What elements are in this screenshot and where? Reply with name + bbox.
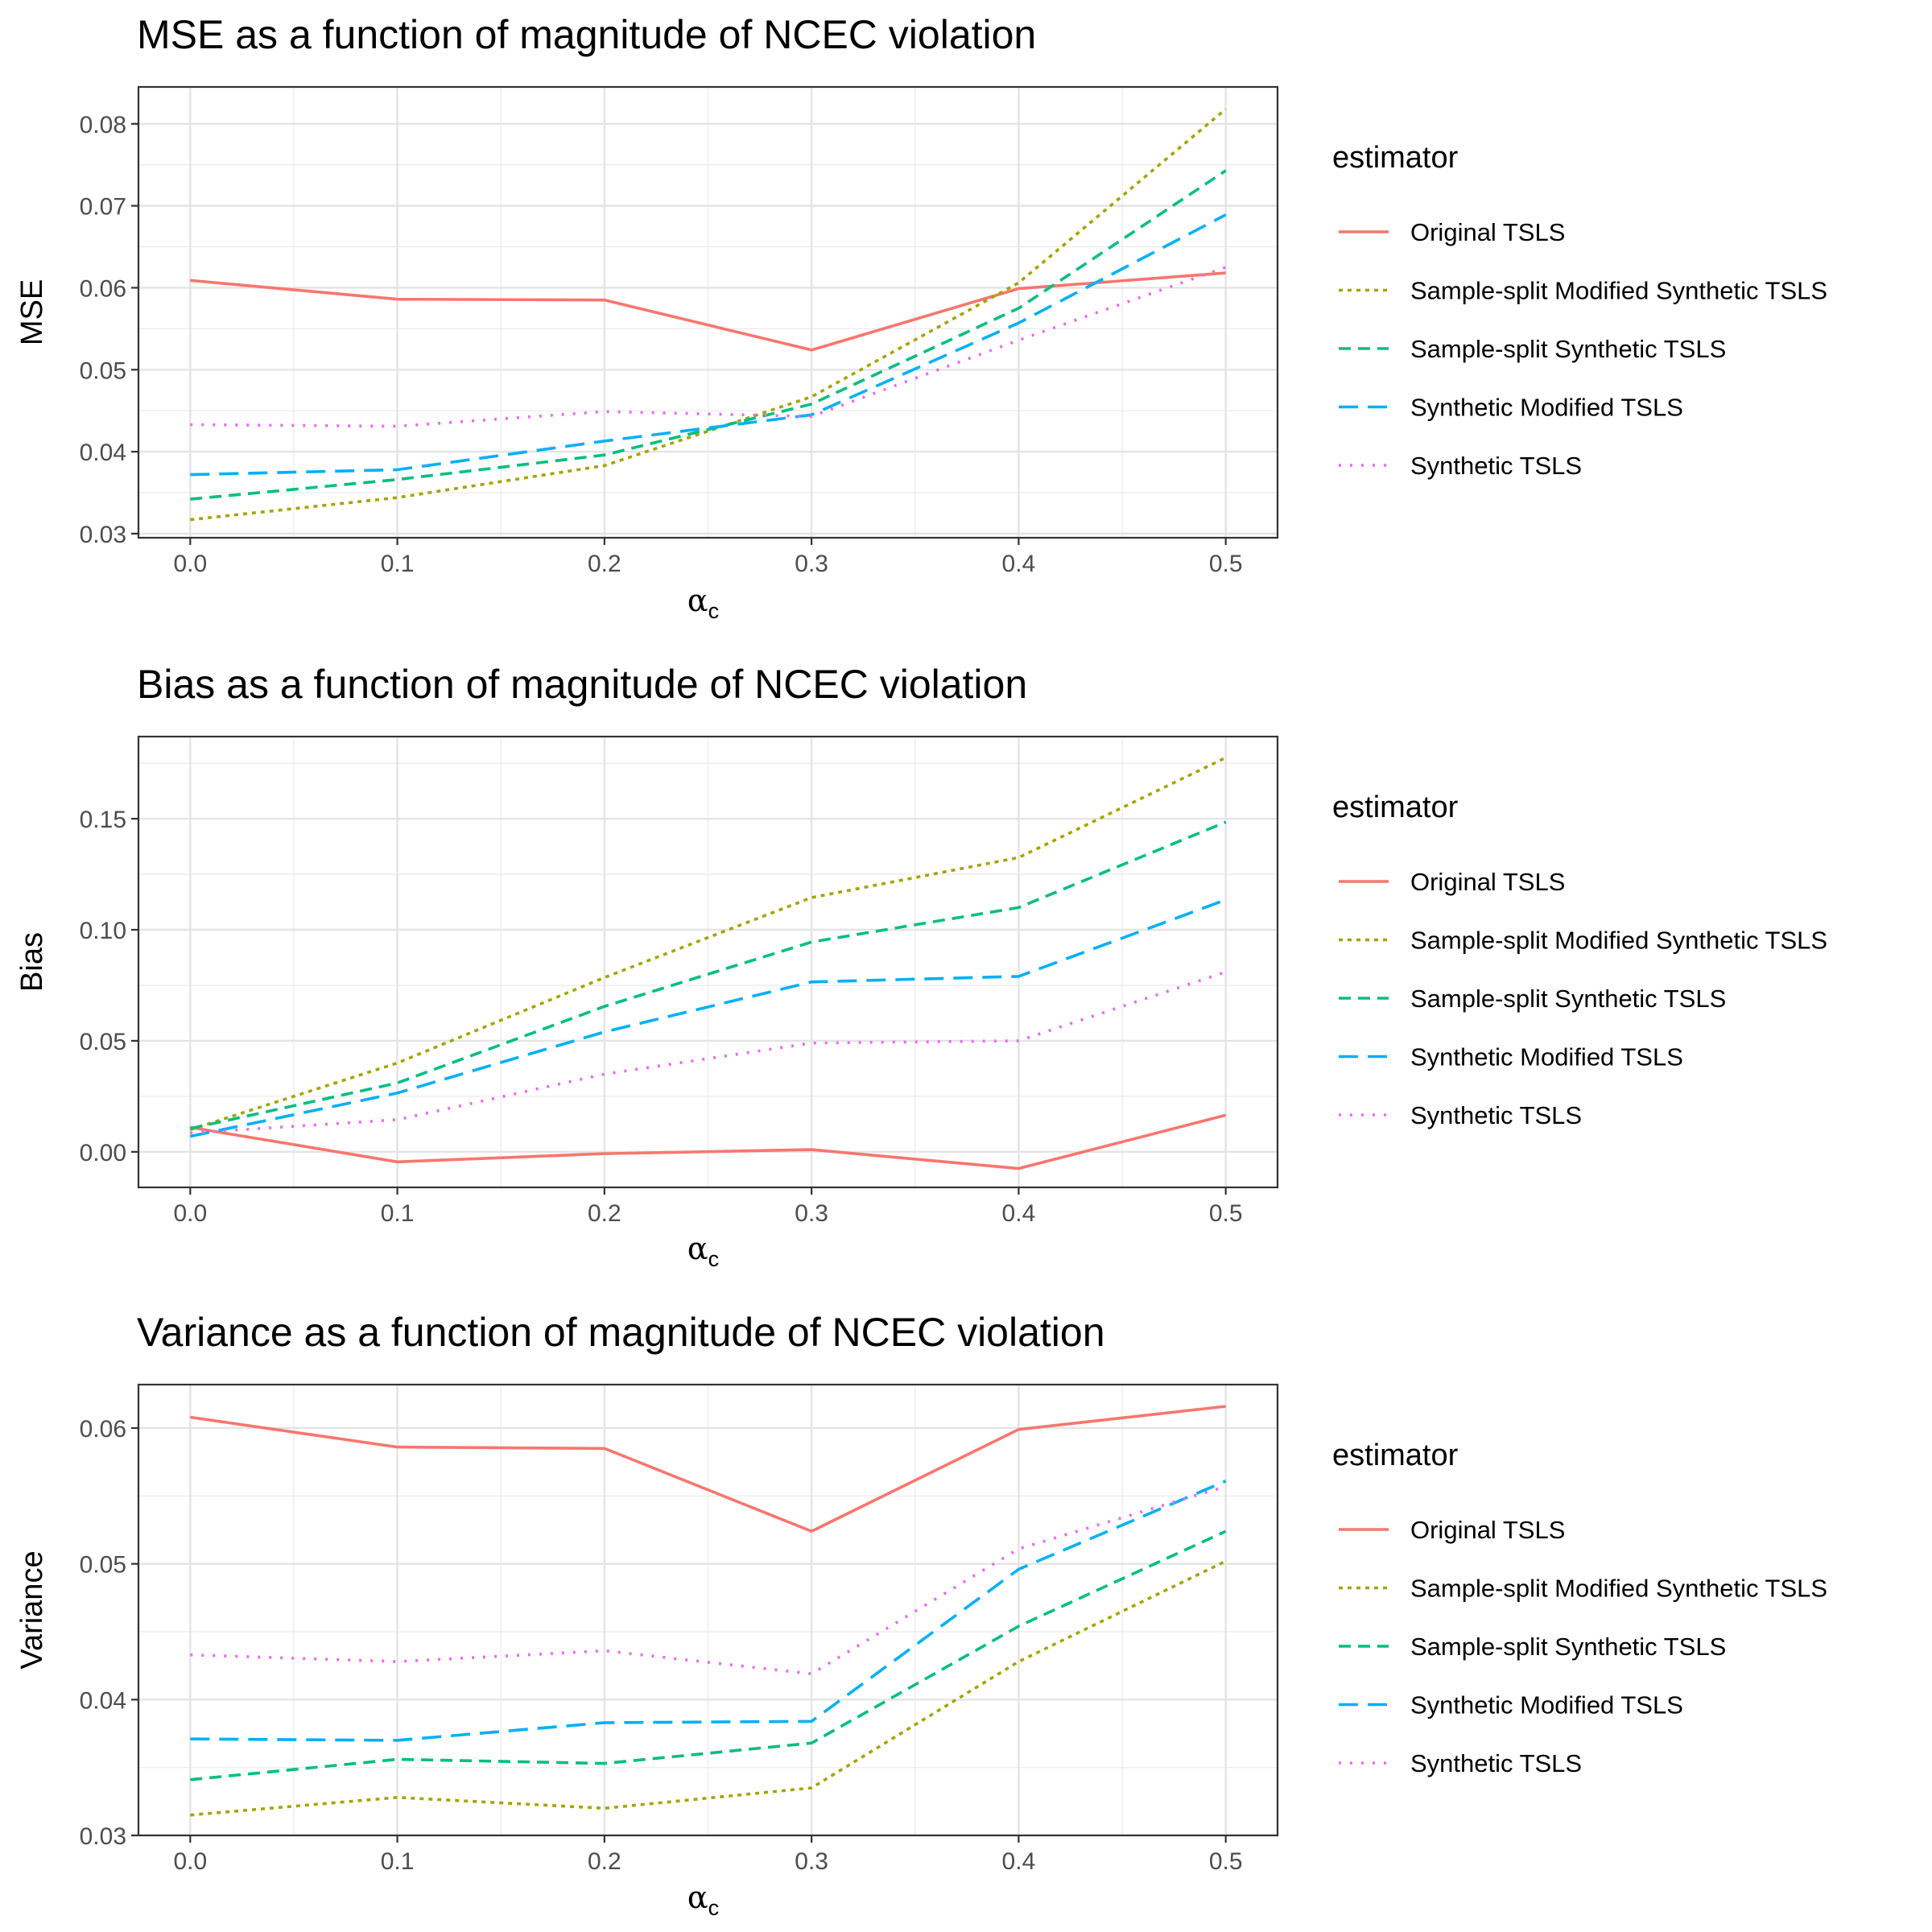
y-tick-label: 0.04 <box>80 440 126 466</box>
legend-label: Sample-split Synthetic TSLS <box>1410 1633 1726 1661</box>
y-tick-label: 0.03 <box>80 522 126 548</box>
x-axis-title: αc <box>687 583 719 623</box>
legend-label: Original TSLS <box>1410 218 1565 246</box>
series-line-synthetic-modified-tsls <box>189 898 1227 1138</box>
legend-label: Sample-split Modified Synthetic TSLS <box>1410 277 1827 305</box>
x-tick-label: 0.1 <box>381 1200 415 1227</box>
y-tick-label: 0.00 <box>80 1140 126 1166</box>
legend-label: Synthetic TSLS <box>1410 1749 1582 1777</box>
x-tick-label: 0.4 <box>1002 1200 1036 1227</box>
x-tick-label: 0.1 <box>381 551 415 577</box>
legend: estimator Original TSLS Sample-split Modif… <box>1332 1439 1827 1777</box>
plot-border <box>137 85 1279 539</box>
x-tick-label: 0.4 <box>1002 1848 1036 1875</box>
x-tick-label: 0.3 <box>795 1200 828 1227</box>
y-tick-label: 0.15 <box>80 807 126 833</box>
y-tick-label: 0.05 <box>80 1029 126 1055</box>
series-line-sample-split-synthetic-tsls <box>189 820 1227 1130</box>
legend-label: Sample-split Modified Synthetic TSLS <box>1410 927 1827 955</box>
legend-label: Original TSLS <box>1410 1516 1565 1544</box>
x-axis-title: αc <box>687 1880 719 1920</box>
series-line-original-tsls <box>190 1113 1227 1170</box>
legend-title: estimator <box>1332 791 1459 824</box>
y-tick-label: 0.07 <box>80 194 126 221</box>
x-tick-label: 0.3 <box>795 551 828 577</box>
y-tick-label: 0.06 <box>80 1416 126 1443</box>
legend-label: Sample-split Synthetic TSLS <box>1410 985 1726 1013</box>
series-line-sample-split-synthetic-tsls <box>190 1530 1227 1781</box>
series-line-original-tsls <box>190 1405 1226 1533</box>
x-tick-label: 0.3 <box>795 1848 828 1875</box>
chart-panel-3: Variance as a function of magnitude of N… <box>15 1310 1827 1920</box>
legend-label: Sample-split Synthetic TSLS <box>1410 335 1726 363</box>
plot-border <box>137 1383 1279 1837</box>
x-tick-label: 0.2 <box>588 1848 621 1875</box>
legend-title: estimator <box>1332 141 1459 175</box>
series-line-sample-split-synthetic-tsls <box>190 169 1227 501</box>
x-tick-label: 0.1 <box>381 1848 415 1875</box>
x-tick-label: 0.5 <box>1209 551 1243 577</box>
chart-panel-2: Bias as a function of magnitude of NCEC … <box>15 662 1827 1271</box>
x-tick-label: 0.2 <box>588 1200 621 1227</box>
series-line-synthetic-modified-tsls <box>190 1480 1227 1742</box>
series-line-synthetic-tsls <box>190 266 1227 428</box>
x-axis-title: αc <box>687 1231 719 1271</box>
legend-title: estimator <box>1332 1439 1459 1472</box>
legend-label: Synthetic TSLS <box>1410 1101 1582 1129</box>
legend-label: Synthetic TSLS <box>1410 452 1582 480</box>
chart-title: Bias as a function of magnitude of NCEC … <box>137 662 1027 707</box>
legend: estimator Original TSLS Sample-split Modif… <box>1332 791 1827 1129</box>
y-axis-title: MSE <box>15 279 49 345</box>
plot-border <box>137 735 1279 1189</box>
legend-label: Synthetic Modified TSLS <box>1410 1043 1683 1071</box>
chart-title: Variance as a function of magnitude of N… <box>137 1310 1105 1355</box>
series-line-sample-split-modified-synthetic-tsls <box>189 756 1227 1132</box>
y-tick-label: 0.10 <box>80 918 126 944</box>
y-tick-label: 0.03 <box>80 1823 126 1850</box>
x-tick-label: 0.5 <box>1209 1200 1243 1227</box>
chart-panel-1: MSE as a function of magnitude of NCEC v… <box>15 12 1827 623</box>
y-tick-label: 0.04 <box>80 1687 126 1714</box>
x-tick-label: 0.0 <box>173 1848 207 1875</box>
y-tick-label: 0.08 <box>80 112 126 138</box>
y-axis-title: Variance <box>15 1550 49 1669</box>
y-tick-label: 0.05 <box>80 1552 126 1579</box>
legend: estimator Original TSLS Sample-split Modif… <box>1332 141 1827 480</box>
x-tick-label: 0.0 <box>173 551 207 577</box>
legend-label: Original TSLS <box>1410 868 1565 896</box>
legend-label: Synthetic Modified TSLS <box>1410 394 1683 422</box>
legend-label: Sample-split Modified Synthetic TSLS <box>1410 1575 1827 1603</box>
y-axis-title: Bias <box>15 932 49 992</box>
series-line-sample-split-modified-synthetic-tsls <box>190 1559 1227 1817</box>
x-tick-label: 0.4 <box>1002 551 1036 577</box>
y-tick-label: 0.06 <box>80 275 126 302</box>
legend-label: Synthetic Modified TSLS <box>1410 1691 1683 1719</box>
series-line-synthetic-tsls <box>190 1484 1227 1676</box>
x-tick-label: 0.0 <box>173 1200 207 1227</box>
chart-title: MSE as a function of magnitude of NCEC v… <box>137 12 1036 57</box>
x-tick-label: 0.2 <box>588 551 621 577</box>
y-tick-label: 0.05 <box>80 357 126 384</box>
x-tick-label: 0.5 <box>1209 1848 1243 1875</box>
